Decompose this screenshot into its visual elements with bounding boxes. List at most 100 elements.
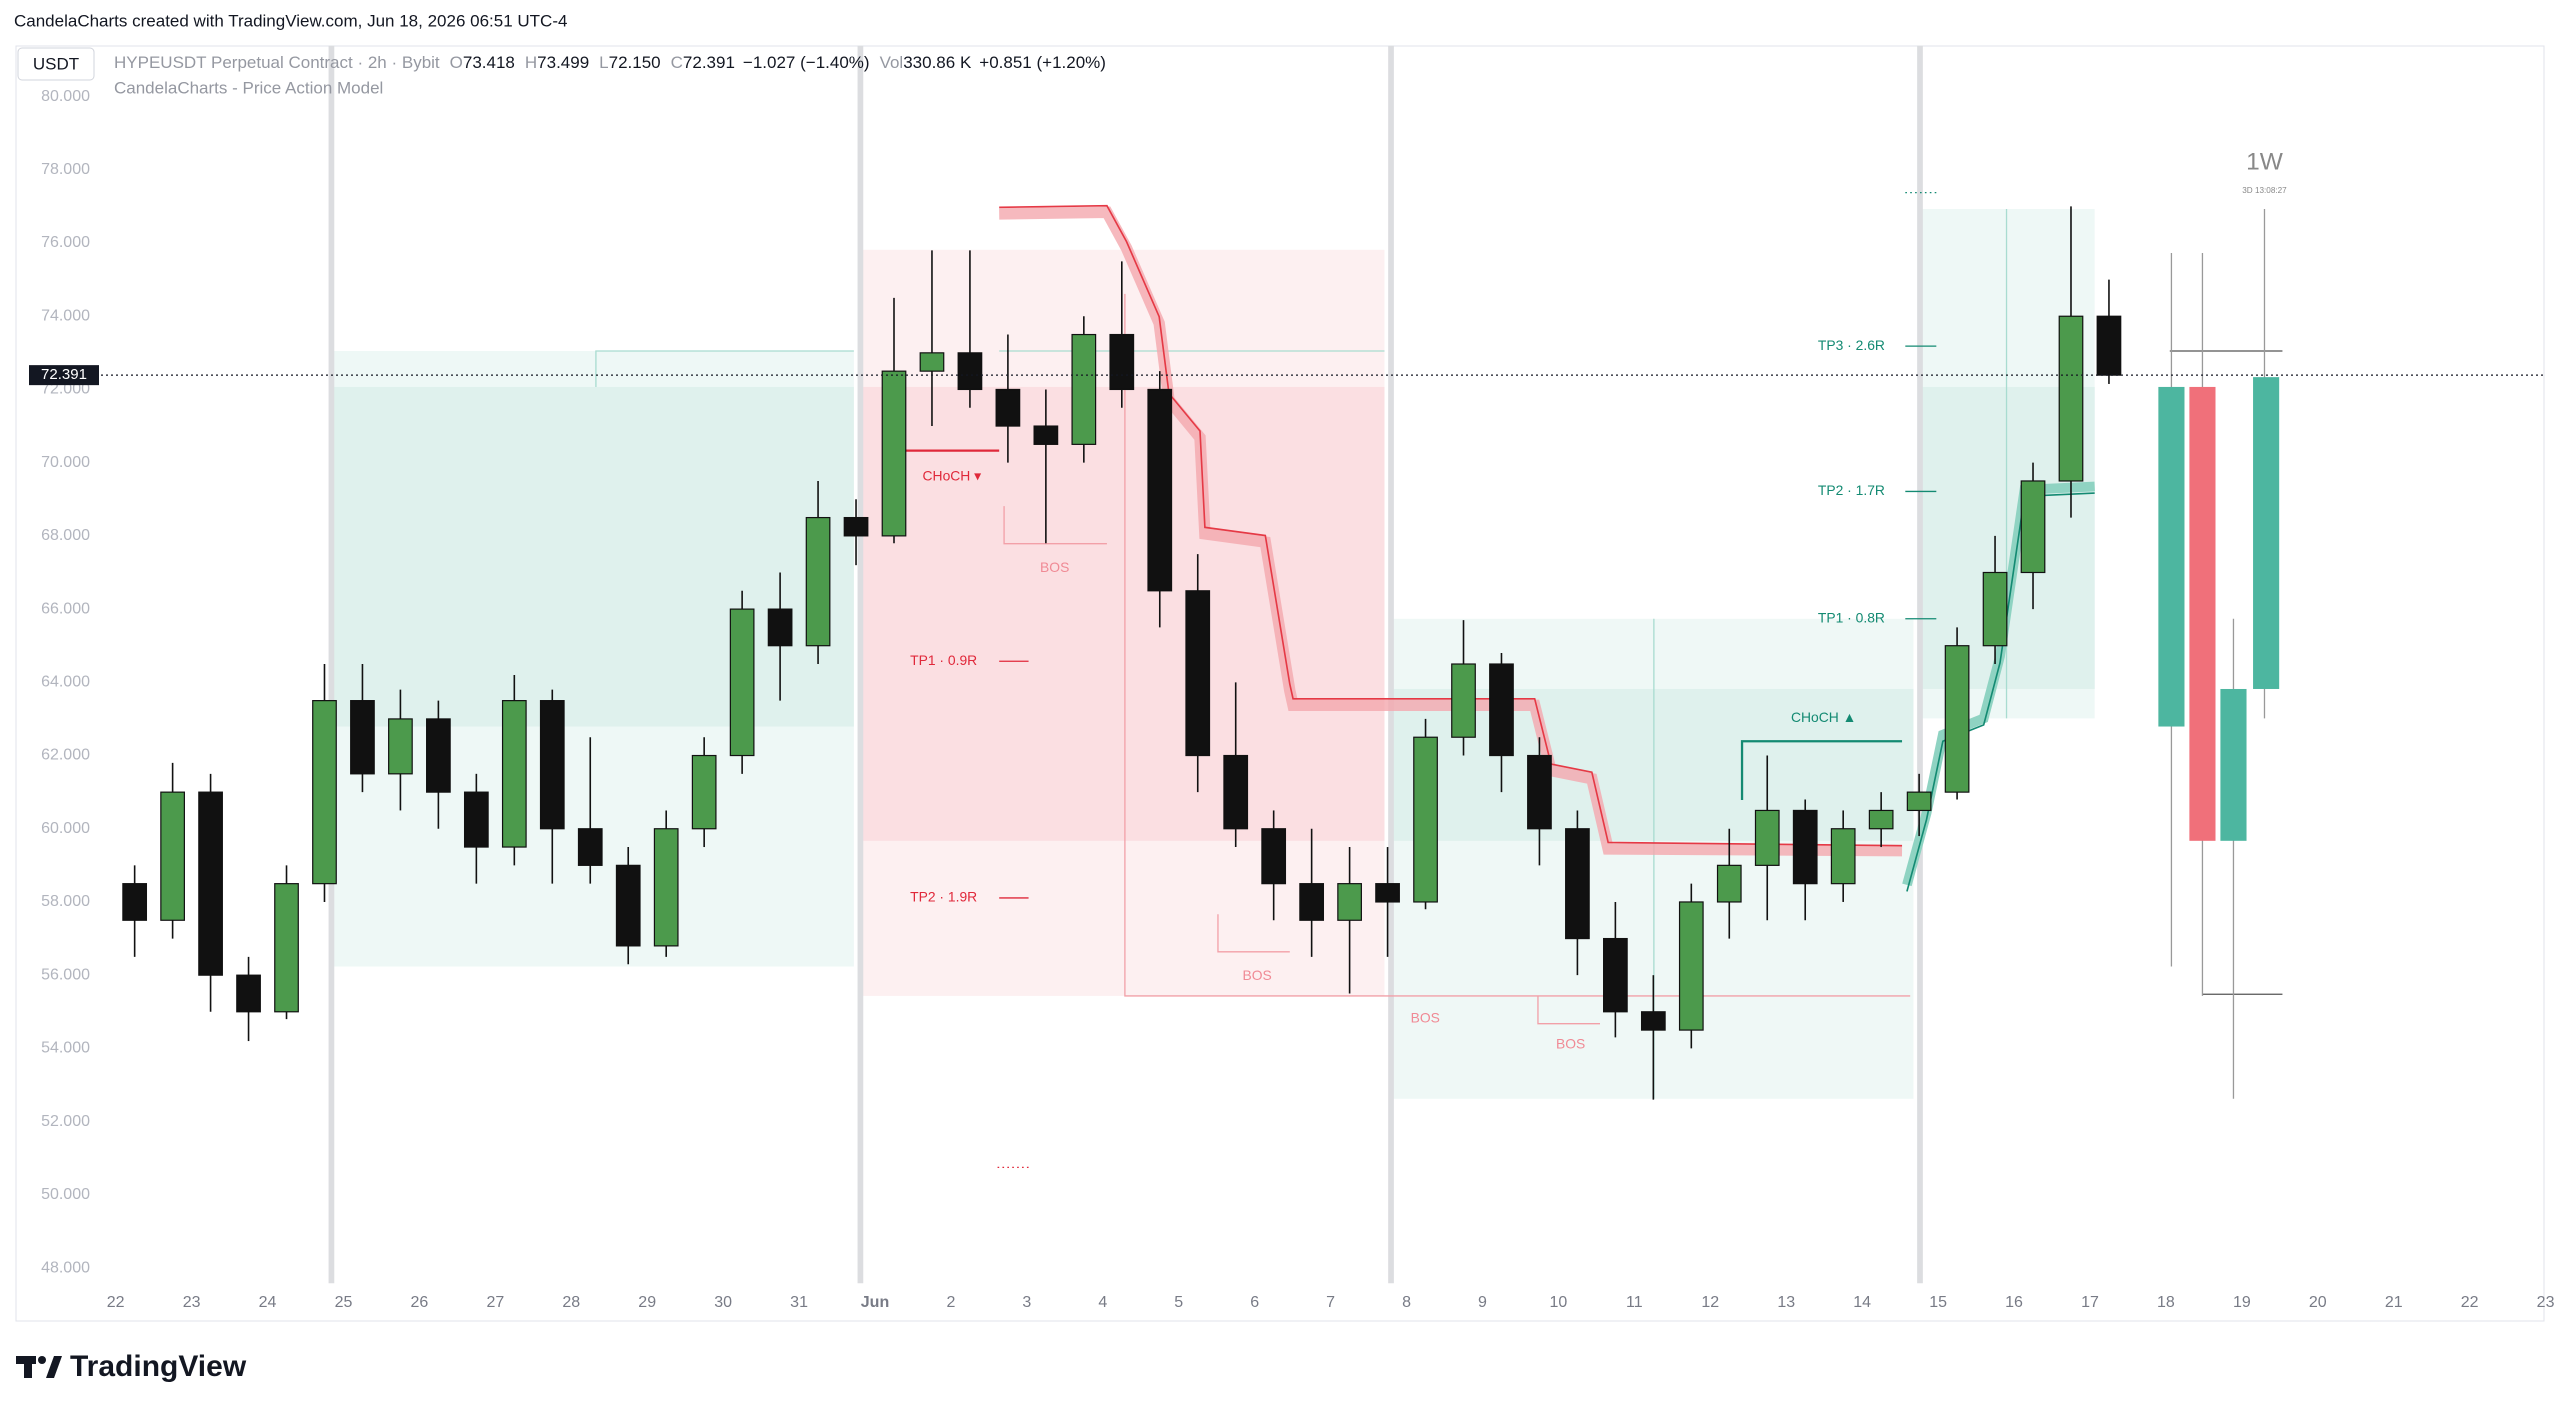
annotation: TP3 · 2.6R [1818,337,1885,353]
x-tick-label: 17 [2081,1294,2099,1311]
x-tick-label: 25 [335,1294,353,1311]
candle-body [122,883,148,921]
y-tick-label: 52.000 [41,1113,90,1130]
candle-body [881,370,907,537]
credit: CandelaCharts created with TradingView.c… [14,11,567,30]
candle-body [615,864,641,947]
x-tick-label: 10 [1550,1294,1568,1311]
candle-body [1754,809,1780,866]
candle-body [388,718,413,775]
legend-change: −1.027 (−1.40%) [743,53,870,72]
y-tick-label: 48.000 [41,1259,90,1276]
x-tick-label: 5 [1174,1294,1183,1311]
x-tick-label: 20 [2309,1294,2327,1311]
candle-body [350,700,375,775]
candle-body [1337,883,1362,921]
annotation: BOS [1040,559,1069,575]
candle-body [1033,425,1059,445]
currency[interactable]: USDT [33,54,79,73]
candle-body [198,791,223,976]
candle-body [501,700,527,848]
candle-body [463,791,489,848]
symbol: HYPEUSDT Perpetual Contract · 2h · Bybit [114,53,440,72]
session-separators [328,45,1923,1284]
annotation: CHoCH ▾ [923,467,982,483]
x-tick-label: 27 [486,1294,504,1311]
candle-body [312,700,337,885]
y-tick-label: 76.000 [41,234,90,251]
candle-body [236,974,261,1013]
candle-body [2096,315,2122,376]
x-tick-label: 14 [1853,1294,1871,1311]
legend-value: 73.499 [537,53,589,72]
candle-body [1489,663,1514,757]
candle-body [1792,809,1818,885]
x-tick-label: 23 [183,1294,201,1311]
candle-body [2020,480,2046,574]
x-tick-label: 4 [1098,1294,1107,1311]
candle-body [274,883,299,1013]
weekly-candles [2158,208,2280,1099]
annotation: 1W [2246,149,2284,176]
legend-change: +0.851 (+1.20%) [979,53,1106,72]
candle-body [995,388,1021,427]
x-tick-label: 28 [562,1294,580,1311]
y-tick-label: 74.000 [41,307,90,324]
indicator-name: CandelaCharts - Price Action Model [114,78,383,97]
legend-value: 330.86 K [903,53,972,72]
annotation: BOS [1411,1009,1440,1025]
currency-button[interactable] [17,47,95,81]
x-tick-label: 13 [1777,1294,1795,1311]
x-tick-label: 29 [638,1294,656,1311]
candle-body [1375,883,1400,903]
candle-body [957,352,983,391]
footer-brand: TradingView [70,1350,247,1383]
candle-body [1944,645,1970,793]
legend-value: 73.418 [463,53,515,72]
candle-body [653,828,679,947]
y-tick-label: 68.000 [41,527,90,544]
candle-body [1716,864,1742,903]
y-tick-label: 54.000 [41,1040,90,1057]
trailing-line [999,204,1903,847]
candle-body [1299,883,1325,921]
x-tick-label: 22 [2461,1294,2479,1311]
candle-body [1678,901,1704,1031]
y-tick-label: 64.000 [41,674,90,691]
x-tick-label: 3 [1022,1294,1031,1311]
candle-body [919,352,945,372]
legend-value: 72.391 [683,53,735,72]
y-tick-label: 56.000 [41,966,90,983]
annotation: TP1 · 0.9R [910,652,977,668]
price-label: 72.391 [41,366,87,383]
trailing-band [999,206,1903,857]
candle-body [1527,754,1552,830]
candle-body [577,828,603,866]
legend-key: L [599,53,608,72]
x-tick-label: 9 [1478,1294,1487,1311]
candle-body [843,516,869,537]
legend-key: O [450,53,463,72]
x-tick-label: 2 [946,1294,955,1311]
annotation: BOS [1242,967,1271,983]
x-tick-label: 22 [107,1294,125,1311]
candle-body [1565,828,1590,940]
y-tick-label: 78.000 [41,161,90,178]
x-tick-label: 23 [2537,1294,2555,1311]
legend-key: H [525,53,537,72]
price-label-box [29,365,99,386]
x-tick-label: 11 [1626,1294,1643,1311]
x-tick-label: 26 [411,1294,429,1311]
x-tick-label: 31 [790,1294,808,1311]
candle-body [1147,388,1173,592]
plot-frame [15,45,2545,1322]
candle-body [1451,663,1476,738]
y-tick-label: 66.000 [41,600,90,617]
candle-body [426,718,451,793]
structure-lines [595,191,2283,1168]
candle-body [1830,828,1856,885]
zone [860,386,1385,841]
y-tick-label: 60.000 [41,820,90,837]
candle-body [729,608,755,757]
